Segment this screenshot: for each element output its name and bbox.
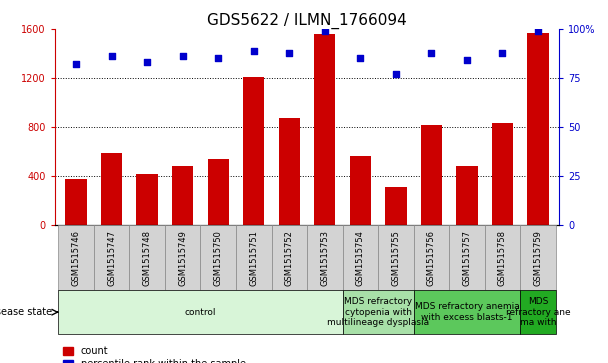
Bar bbox=[492, 123, 513, 225]
Bar bbox=[413, 225, 449, 290]
Text: GSM1515754: GSM1515754 bbox=[356, 230, 365, 286]
Bar bbox=[421, 125, 442, 225]
Bar bbox=[66, 179, 87, 225]
Text: GSM1515749: GSM1515749 bbox=[178, 230, 187, 286]
Text: GSM1515759: GSM1515759 bbox=[534, 230, 542, 286]
Point bbox=[107, 54, 117, 60]
Bar bbox=[456, 166, 478, 225]
Point bbox=[462, 57, 472, 63]
Text: GSM1515751: GSM1515751 bbox=[249, 230, 258, 286]
Text: MDS refractory
cytopenia with
multilineage dysplasia: MDS refractory cytopenia with multilinea… bbox=[327, 297, 429, 327]
Bar bbox=[101, 153, 122, 225]
Point bbox=[285, 50, 294, 56]
Text: GSM1515752: GSM1515752 bbox=[285, 230, 294, 286]
Bar bbox=[236, 225, 272, 290]
Text: GSM1515757: GSM1515757 bbox=[463, 230, 471, 286]
Text: GSM1515748: GSM1515748 bbox=[143, 230, 151, 286]
Bar bbox=[278, 118, 300, 225]
Point bbox=[320, 28, 330, 34]
Point bbox=[533, 28, 543, 34]
Text: GSM1515747: GSM1515747 bbox=[107, 230, 116, 286]
Point bbox=[497, 50, 507, 56]
Text: GSM1515746: GSM1515746 bbox=[72, 230, 80, 286]
Text: control: control bbox=[185, 308, 216, 317]
Point bbox=[356, 56, 365, 61]
Bar bbox=[385, 187, 407, 225]
Text: MDS refractory anemia
with excess blasts-1: MDS refractory anemia with excess blasts… bbox=[415, 302, 519, 322]
Text: disease state: disease state bbox=[0, 307, 52, 317]
Bar bbox=[94, 225, 130, 290]
Bar bbox=[243, 77, 264, 225]
Bar bbox=[342, 290, 413, 334]
Bar bbox=[272, 225, 307, 290]
Point bbox=[249, 48, 258, 53]
Point bbox=[178, 54, 187, 60]
Point bbox=[71, 61, 81, 67]
Bar bbox=[307, 225, 342, 290]
Text: GSM1515753: GSM1515753 bbox=[320, 230, 330, 286]
Bar bbox=[378, 225, 413, 290]
Legend: count, percentile rank within the sample: count, percentile rank within the sample bbox=[60, 342, 250, 363]
Point bbox=[391, 71, 401, 77]
Bar bbox=[342, 225, 378, 290]
Bar bbox=[449, 225, 485, 290]
Bar bbox=[413, 290, 520, 334]
Text: MDS
refractory ane
ma with: MDS refractory ane ma with bbox=[506, 297, 570, 327]
Bar bbox=[165, 225, 201, 290]
Bar bbox=[58, 225, 94, 290]
Bar bbox=[527, 33, 548, 225]
Text: GSM1515756: GSM1515756 bbox=[427, 230, 436, 286]
Bar bbox=[350, 156, 371, 225]
Bar bbox=[172, 166, 193, 225]
Bar bbox=[485, 225, 520, 290]
Bar bbox=[58, 290, 342, 334]
Bar bbox=[314, 34, 336, 225]
Text: GSM1515755: GSM1515755 bbox=[392, 230, 401, 286]
Bar bbox=[130, 225, 165, 290]
Bar bbox=[520, 225, 556, 290]
Bar bbox=[207, 159, 229, 225]
Bar bbox=[136, 174, 158, 225]
Title: GDS5622 / ILMN_1766094: GDS5622 / ILMN_1766094 bbox=[207, 13, 407, 29]
Point bbox=[427, 50, 437, 56]
Point bbox=[142, 60, 152, 65]
Bar bbox=[201, 225, 236, 290]
Text: GSM1515750: GSM1515750 bbox=[213, 230, 223, 286]
Bar bbox=[520, 290, 556, 334]
Point bbox=[213, 56, 223, 61]
Text: GSM1515758: GSM1515758 bbox=[498, 230, 507, 286]
